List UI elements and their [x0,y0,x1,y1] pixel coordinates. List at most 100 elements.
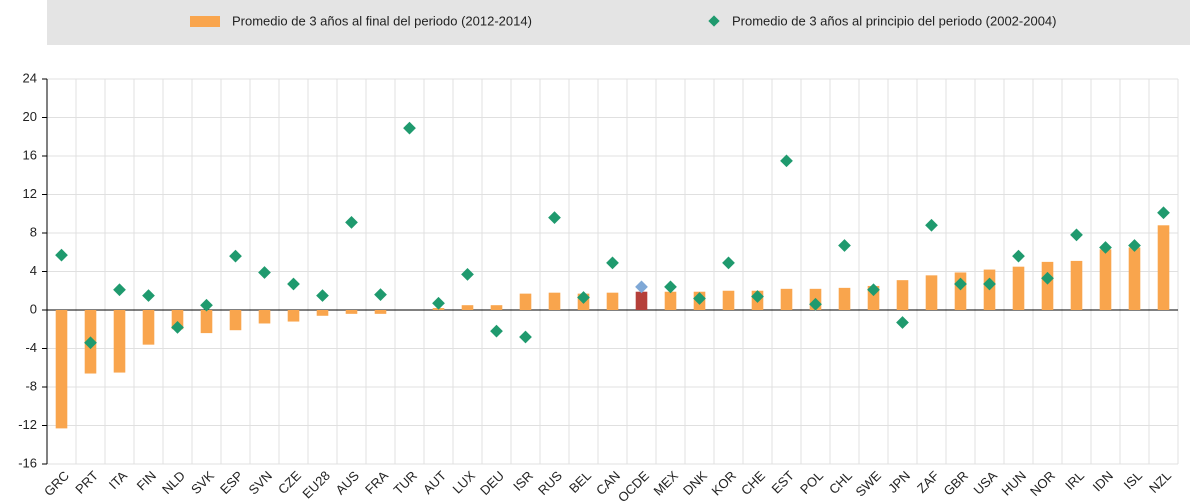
marker [461,268,474,281]
x-tick-label: RUS [535,468,565,498]
bar [461,305,474,310]
x-tick-label: FRA [362,468,391,497]
marker [403,121,416,135]
x-tick-label: ISL [1121,468,1145,492]
marker [548,211,561,224]
bar [287,310,300,322]
marker [84,336,97,350]
x-tick-label: GRC [41,468,72,499]
x-tick-label: FIN [134,468,159,493]
y-tick-label: 20 [23,109,37,124]
marker [345,216,358,229]
y-tick-label: -4 [25,340,37,355]
marker [258,266,271,279]
x-tick-label: IRL [1062,468,1087,493]
x-tick-label: NLD [159,468,188,497]
y-tick-label: -12 [18,417,37,432]
bar [896,280,909,310]
bar [374,310,387,314]
bar [664,291,677,310]
x-tick-label: USA [971,468,1001,498]
x-tick-label: AUS [333,468,363,498]
marker [722,256,735,270]
x-tick-label: AUT [420,468,449,497]
marker [1070,228,1083,242]
marker [142,289,155,302]
x-tick-label: DNK [680,468,710,498]
marker [200,298,213,312]
marker [925,218,938,232]
marker [606,256,619,270]
y-tick-label: 12 [23,186,37,201]
bar [925,275,938,310]
bar [519,293,532,310]
marker [287,277,300,291]
x-tick-label: NZL [1146,468,1174,496]
marker [1012,249,1025,263]
bar [606,292,619,310]
x-tick-label: CHE [738,468,768,498]
x-tick-label: OCDE [615,468,652,501]
bar [1041,261,1054,310]
x-tick-label: TUR [391,468,420,497]
x-tick-label: HUN [999,468,1030,499]
x-tick-label: LUX [450,468,479,497]
x-tick-label: ISR [510,468,536,494]
legend-band [47,0,1190,45]
bar [316,310,329,316]
bar [200,310,213,334]
legend-item: Promedio de 3 años al principio del peri… [708,13,1057,28]
marker [838,239,851,252]
x-tick-label: SVK [188,468,217,497]
y-tick-label: -16 [18,455,37,470]
marker [374,288,387,301]
marker [490,324,503,338]
x-tick-label: ITA [106,468,130,492]
marker [664,280,677,294]
legend-label: Promedio de 3 años al principio del peri… [732,13,1057,28]
legend-swatch [190,16,220,27]
bar [867,285,880,310]
marker [316,289,329,302]
legend-label: Promedio de 3 años al final del periodo … [232,13,532,28]
bar [780,288,793,310]
marker [635,280,648,294]
x-tick-label: GBR [941,468,972,499]
x-tick-label: CHL [826,468,855,497]
x-tick-label: JPN [885,468,913,496]
bar [838,287,851,310]
bar [548,292,561,310]
x-tick-label: NOR [1027,468,1058,499]
marker [113,283,126,297]
bar [142,310,155,345]
x-tick-label: PRT [72,468,101,497]
x-tick-label: IDN [1090,468,1116,494]
y-tick-label: -8 [25,378,37,393]
legend-item: Promedio de 3 años al final del periodo … [190,13,532,28]
x-tick-label: SVN [246,468,276,498]
y-tick-label: 8 [30,224,37,239]
y-tick-label: 16 [23,147,37,162]
bar [171,310,184,330]
x-tick-label: EST [769,468,798,497]
marker [519,330,532,344]
bar [113,310,126,373]
marker [55,248,68,262]
bar [1099,249,1112,310]
marker [229,249,242,263]
y-tick-label: 4 [30,263,37,278]
x-tick-label: ZAF [914,468,942,496]
bar [722,290,735,310]
bar [635,291,648,310]
bar [1157,225,1170,310]
bar [954,272,967,310]
x-tick-label: MEX [651,468,682,499]
bar [229,310,242,331]
bar [345,310,358,314]
x-tick-label: BEL [566,468,594,496]
x-tick-label: DEU [477,468,507,498]
bar [490,305,503,310]
x-tick-label: ESP [217,468,246,497]
x-tick-label: POL [797,468,826,497]
